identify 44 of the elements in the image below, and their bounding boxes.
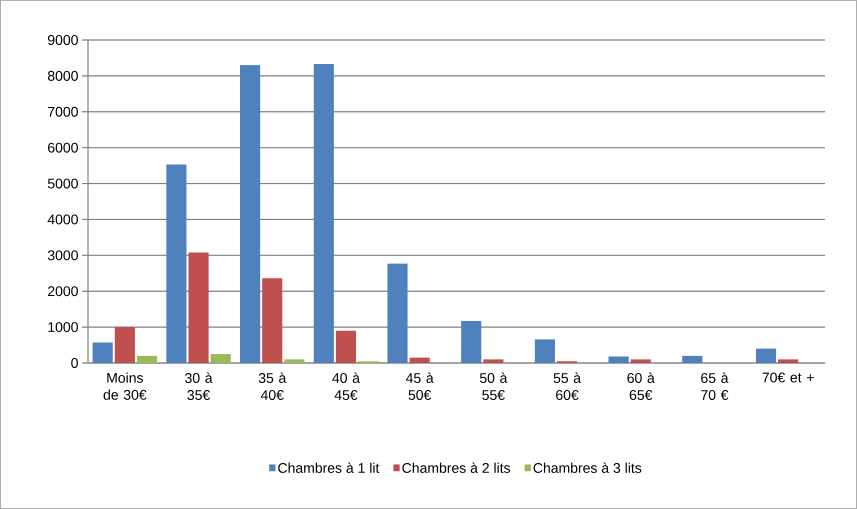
bar	[92, 342, 113, 364]
x-tick-label: 65 à 70 €	[701, 372, 728, 400]
y-tick-label: 3000	[48, 250, 78, 260]
bar	[778, 359, 798, 364]
bar	[410, 358, 430, 364]
legend-label: Chambres à 2 lits	[402, 462, 510, 473]
bar	[240, 65, 260, 364]
y-tick-label: 9000	[48, 35, 78, 45]
x-tick-label: 50 à 55€	[480, 372, 508, 400]
y-tick-label: 6000	[48, 142, 78, 153]
y-tick-label: 7000	[48, 106, 78, 117]
bar	[262, 278, 282, 364]
y-tick-label: 1000	[48, 322, 78, 332]
bar	[682, 356, 702, 364]
bar	[314, 64, 334, 364]
bar	[114, 327, 135, 364]
x-tick-label: 30 à 35€	[185, 372, 213, 400]
bar	[284, 359, 304, 364]
bar	[756, 348, 776, 364]
bar	[630, 359, 651, 364]
y-tick-label: 2000	[48, 286, 78, 296]
legend-label: Chambres à 1 lit	[278, 462, 380, 473]
y-tick-label: 4000	[48, 214, 78, 224]
legend-label: Chambres à 3 lits	[534, 462, 642, 473]
bar	[136, 356, 158, 364]
bar	[483, 359, 504, 364]
bar	[336, 330, 356, 364]
x-tick-label: 35 à 40€	[258, 372, 286, 400]
x-tick-label: 60 à 65€	[627, 372, 655, 400]
x-tick-label: 40 à 45€	[332, 372, 360, 400]
x-tick-label: Moins de 30€	[104, 372, 146, 400]
bar	[210, 354, 231, 364]
bar	[608, 356, 629, 364]
bar	[387, 264, 408, 364]
y-tick-label: 8000	[48, 70, 78, 81]
bar	[166, 164, 186, 364]
bar	[461, 321, 482, 364]
bar	[534, 339, 555, 364]
x-tick-label: 70€ et +	[762, 372, 814, 382]
y-tick-label: 5000	[48, 178, 78, 189]
bar	[188, 252, 209, 364]
y-tick-label: 0	[71, 358, 78, 368]
x-tick-label: 45 à 50€	[406, 372, 434, 400]
x-tick-label: 55 à 60€	[554, 372, 582, 400]
